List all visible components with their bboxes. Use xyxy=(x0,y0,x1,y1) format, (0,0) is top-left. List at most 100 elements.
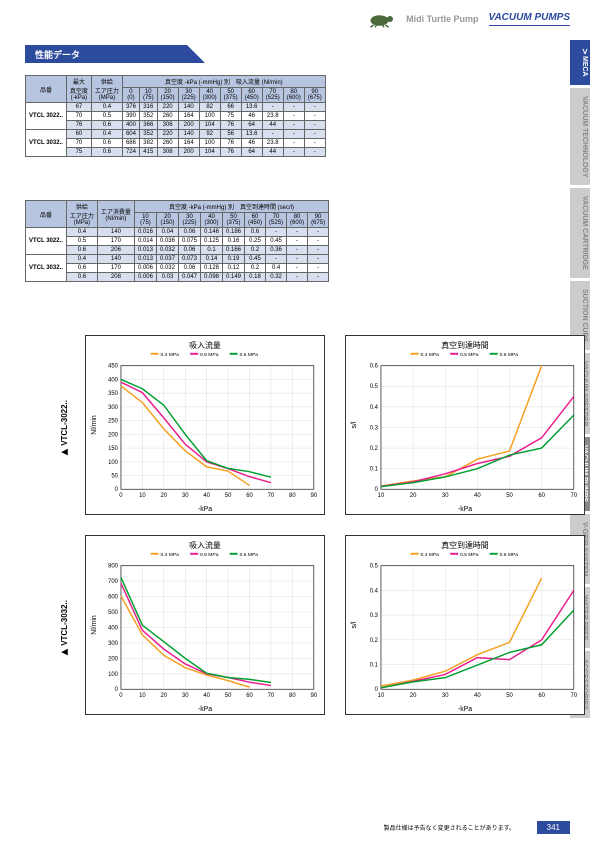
svg-text:20: 20 xyxy=(410,693,417,699)
model-label-2: ▶ VTCL-3032.. xyxy=(60,600,69,657)
svg-text:40: 40 xyxy=(474,693,481,699)
svg-text:60: 60 xyxy=(538,693,545,699)
svg-text:0.5 MPa: 0.5 MPa xyxy=(200,352,219,358)
svg-text:40: 40 xyxy=(203,493,210,499)
svg-text:-kPa: -kPa xyxy=(458,706,472,713)
svg-text:80: 80 xyxy=(289,493,296,499)
svg-text:50: 50 xyxy=(506,493,513,499)
svg-text:0.4 MPa: 0.4 MPa xyxy=(161,352,180,358)
svg-text:Nl/min: Nl/min xyxy=(91,615,98,635)
svg-text:吸入流量: 吸入流量 xyxy=(189,340,221,350)
svg-text:200: 200 xyxy=(108,432,119,438)
svg-text:真空到達時間: 真空到達時間 xyxy=(441,340,489,350)
svg-text:0.3: 0.3 xyxy=(370,425,379,431)
sidebar-tab[interactable]: VACUUM CARTRIDGE xyxy=(570,188,590,278)
svg-text:0.6 MPa: 0.6 MPa xyxy=(240,352,259,358)
svg-text:-kPa: -kPa xyxy=(458,506,472,513)
svg-text:0.1: 0.1 xyxy=(370,467,378,473)
svg-text:500: 500 xyxy=(108,610,119,616)
chart-flow-3022: 吸入流量0.4 MPa0.5 MPa0.6 MPa010203040506070… xyxy=(85,335,325,515)
svg-text:0.4 MPa: 0.4 MPa xyxy=(161,552,180,558)
svg-text:450: 450 xyxy=(108,364,119,370)
svg-text:0.2: 0.2 xyxy=(370,446,378,452)
svg-text:-kPa: -kPa xyxy=(198,706,212,713)
svg-text:s/l: s/l xyxy=(351,421,358,428)
svg-text:150: 150 xyxy=(108,446,119,452)
chart-flow-3032: 吸入流量0.4 MPa0.5 MPa0.6 MPa010203040506070… xyxy=(85,535,325,715)
svg-text:350: 350 xyxy=(108,391,119,397)
footer-note: 製品仕様は予告なく変更されることがあります。 xyxy=(384,823,515,832)
section-title: 性能データ xyxy=(25,45,205,63)
svg-text:300: 300 xyxy=(108,405,119,411)
svg-text:0.5: 0.5 xyxy=(370,384,379,390)
svg-text:50: 50 xyxy=(225,693,232,699)
svg-text:10: 10 xyxy=(378,493,385,499)
svg-text:0.5: 0.5 xyxy=(370,564,379,570)
svg-text:0.6 MPa: 0.6 MPa xyxy=(500,352,519,358)
svg-text:0.1: 0.1 xyxy=(370,663,378,669)
svg-text:50: 50 xyxy=(506,693,513,699)
svg-text:0.5 MPa: 0.5 MPa xyxy=(460,552,479,558)
svg-text:10: 10 xyxy=(139,493,146,499)
svg-text:100: 100 xyxy=(108,460,119,466)
data-table: 品番最大真空度(-kPa)供給エア圧力(MPa)真空度 -kPa (-mmHg)… xyxy=(25,75,326,157)
svg-text:30: 30 xyxy=(182,693,189,699)
svg-text:600: 600 xyxy=(108,595,119,601)
svg-text:0.6 MPa: 0.6 MPa xyxy=(240,552,259,558)
sidebar-tab[interactable]: ⅤMECA xyxy=(570,40,590,85)
svg-text:0.5 MPa: 0.5 MPa xyxy=(460,352,479,358)
svg-text:0: 0 xyxy=(119,493,123,499)
svg-text:真空到達時間: 真空到達時間 xyxy=(441,540,489,550)
svg-text:0.4: 0.4 xyxy=(370,588,379,594)
svg-text:50: 50 xyxy=(111,474,118,480)
product-name: Midi Turtle Pump xyxy=(406,14,478,24)
svg-text:200: 200 xyxy=(108,656,119,662)
svg-text:s/l: s/l xyxy=(351,621,358,628)
category-name: VACUUM PUMPS xyxy=(489,12,570,26)
svg-text:20: 20 xyxy=(410,493,417,499)
svg-text:60: 60 xyxy=(246,493,253,499)
svg-text:0: 0 xyxy=(115,687,119,693)
svg-text:10: 10 xyxy=(139,693,146,699)
svg-text:100: 100 xyxy=(108,672,119,678)
svg-text:30: 30 xyxy=(182,493,189,499)
svg-text:60: 60 xyxy=(538,493,545,499)
svg-text:70: 70 xyxy=(268,693,275,699)
svg-text:700: 700 xyxy=(108,579,119,585)
turtle-icon xyxy=(366,10,396,28)
svg-text:250: 250 xyxy=(108,419,119,425)
svg-text:400: 400 xyxy=(108,377,119,383)
svg-text:70: 70 xyxy=(570,493,577,499)
svg-text:0.6 MPa: 0.6 MPa xyxy=(500,552,519,558)
model-label-1: ▶ VTCL-3022.. xyxy=(60,400,69,457)
page-number: 341 xyxy=(537,821,570,834)
svg-text:40: 40 xyxy=(203,693,210,699)
sidebar-tab[interactable]: VACUUM TECHNOLOGY xyxy=(570,88,590,186)
svg-text:-kPa: -kPa xyxy=(198,506,212,513)
svg-text:0.4: 0.4 xyxy=(370,405,379,411)
svg-text:70: 70 xyxy=(570,693,577,699)
svg-text:0.3: 0.3 xyxy=(370,613,379,619)
svg-text:0: 0 xyxy=(115,487,119,493)
svg-text:80: 80 xyxy=(289,693,296,699)
svg-text:0: 0 xyxy=(119,693,123,699)
svg-text:30: 30 xyxy=(442,493,449,499)
svg-text:20: 20 xyxy=(160,693,167,699)
svg-text:0.2: 0.2 xyxy=(370,638,378,644)
svg-text:30: 30 xyxy=(442,693,449,699)
svg-text:70: 70 xyxy=(268,493,275,499)
svg-text:50: 50 xyxy=(225,493,232,499)
svg-text:Nl/min: Nl/min xyxy=(91,415,98,435)
svg-text:90: 90 xyxy=(310,693,317,699)
svg-text:0.6: 0.6 xyxy=(370,364,379,370)
data-table: 品番供給エア圧力(MPa)エア消費量(Nl/min)真空度 -kPa (-mmH… xyxy=(25,200,329,282)
svg-text:60: 60 xyxy=(246,693,253,699)
svg-text:90: 90 xyxy=(310,493,317,499)
svg-text:40: 40 xyxy=(474,493,481,499)
svg-text:300: 300 xyxy=(108,641,119,647)
svg-text:800: 800 xyxy=(108,564,119,570)
chart-time-3032: 真空到達時間0.4 MPa 0.5 MPa 0.6 MPa 10 20 30 40 50 60 7… xyxy=(345,535,585,715)
svg-text:0.4 MPa: 0.4 MPa xyxy=(421,552,440,558)
svg-text:10: 10 xyxy=(378,693,385,699)
svg-text:400: 400 xyxy=(108,625,119,631)
